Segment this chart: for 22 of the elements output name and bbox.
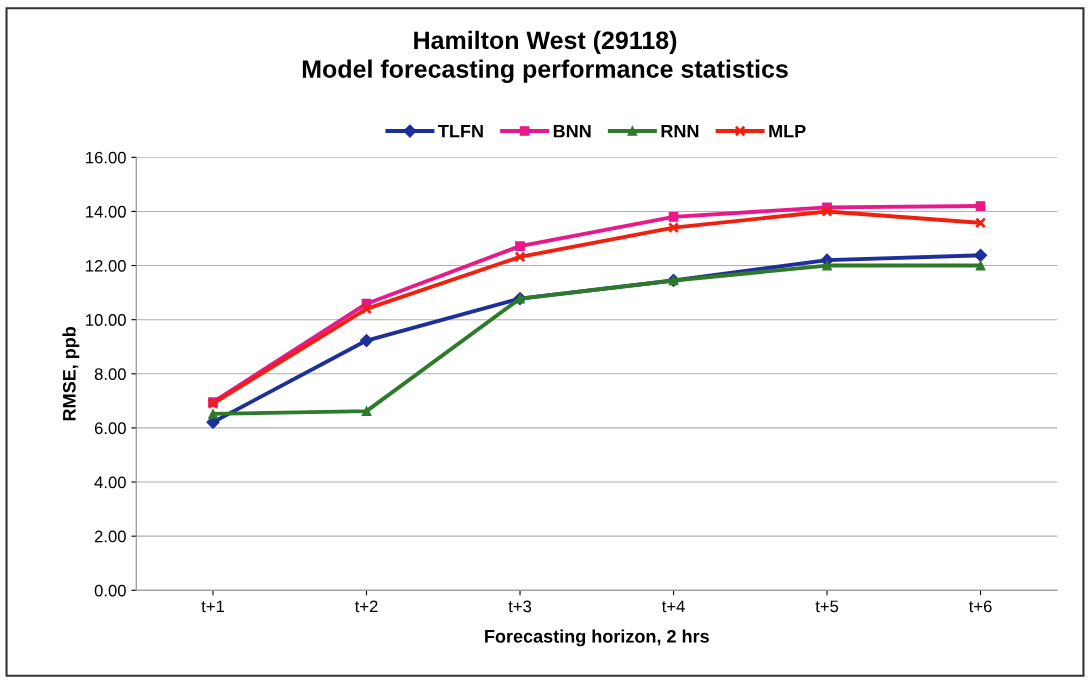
legend-label: RNN — [661, 124, 699, 138]
x-tick-label: t+3 — [508, 600, 532, 613]
y-tick-label: 14.00 — [86, 205, 126, 218]
y-tick-label: 6.00 — [94, 422, 126, 435]
legend-label: BNN — [553, 124, 591, 138]
x-axis-title: Forecasting horizon, 2 hrs — [485, 629, 709, 647]
y-tick-label: 16.00 — [86, 151, 126, 164]
x-tick-label: t+6 — [968, 600, 992, 613]
y-tick-label: 4.00 — [94, 476, 126, 489]
x-tick-label: t+4 — [661, 600, 685, 613]
x-tick-label: t+2 — [354, 600, 378, 613]
x-tick-label: t+5 — [815, 600, 839, 613]
y-axis-title: RMSE, ppb — [62, 326, 80, 421]
legend-label: MLP — [769, 124, 806, 138]
x-tick-label: t+1 — [201, 600, 225, 613]
y-tick-label: 8.00 — [94, 368, 126, 381]
y-tick-label: 0.00 — [94, 584, 126, 597]
chart-title: Hamilton West (29118) Model forecasting performance statistics — [302, 30, 788, 83]
y-tick-label: 2.00 — [94, 530, 126, 543]
y-tick-label: 10.00 — [86, 314, 126, 326]
legend-label: TLFN — [438, 124, 483, 138]
y-tick-label: 12.00 — [86, 259, 126, 272]
